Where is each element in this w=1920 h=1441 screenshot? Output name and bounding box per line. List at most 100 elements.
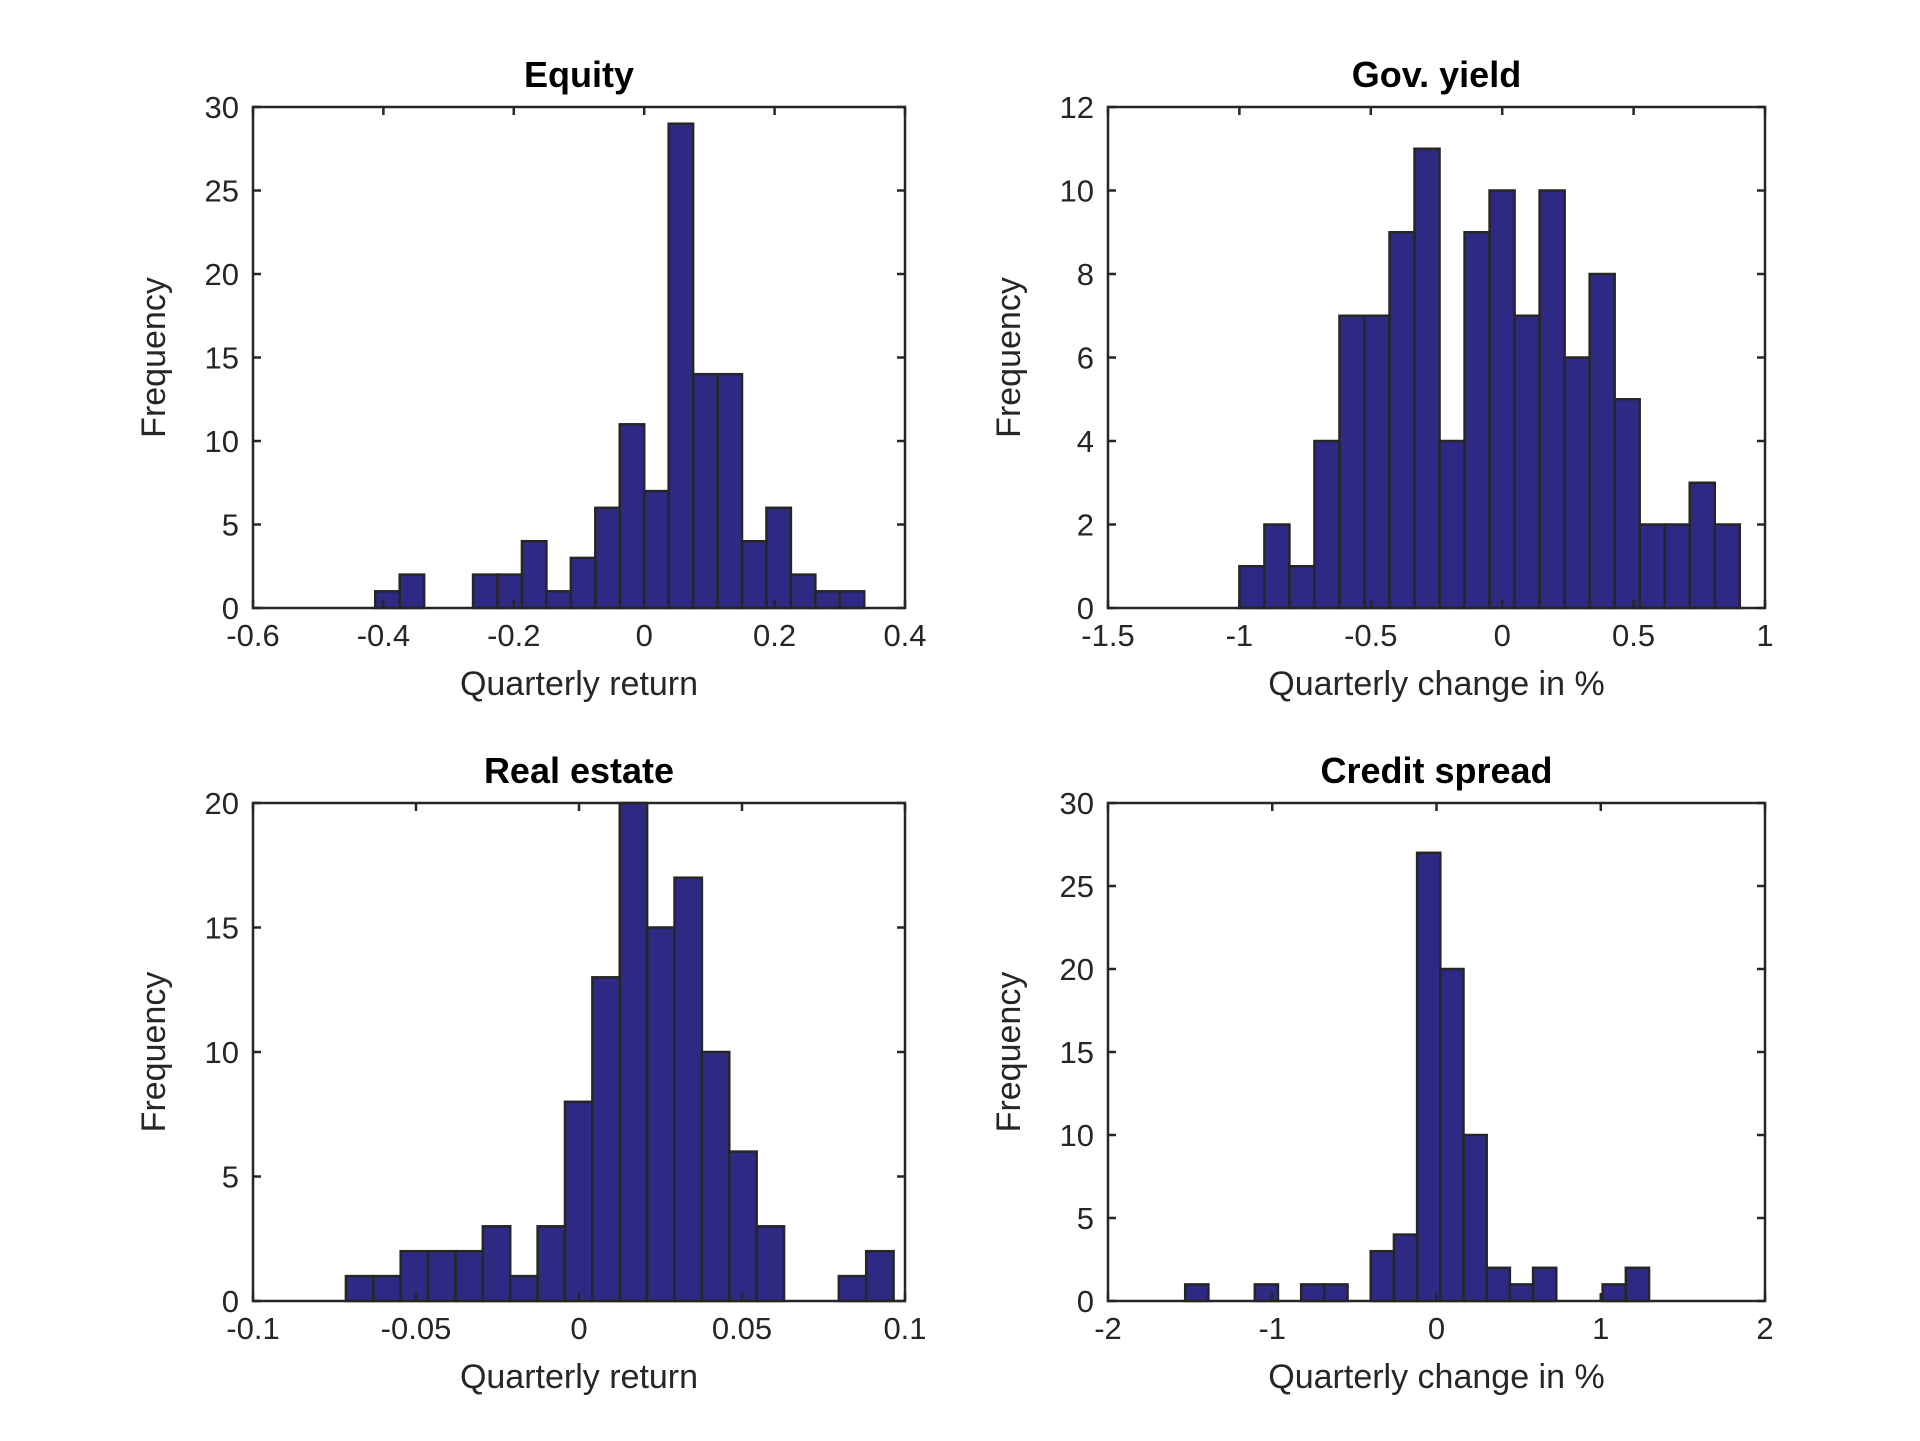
chart-title: Equity bbox=[524, 54, 634, 95]
histogram-bar bbox=[1462, 1133, 1488, 1303]
histogram-bar bbox=[1588, 272, 1616, 610]
histogram-bar bbox=[1363, 314, 1391, 610]
histogram-bar bbox=[716, 372, 744, 610]
histogram-bar bbox=[471, 573, 499, 610]
histogram-bar bbox=[1485, 1266, 1512, 1303]
histogram-bar bbox=[545, 590, 573, 610]
histogram-bar bbox=[1313, 439, 1341, 610]
y-tick-label: 20 bbox=[205, 786, 239, 821]
x-tick-label: 0.05 bbox=[712, 1311, 772, 1346]
histogram-bar bbox=[1263, 523, 1291, 610]
histogram-bar bbox=[594, 506, 621, 610]
y-tick-label: 15 bbox=[1060, 1035, 1094, 1070]
x-tick-label: -0.6 bbox=[226, 618, 279, 653]
histogram-bar bbox=[454, 1249, 485, 1303]
histogram-bar bbox=[700, 1050, 731, 1303]
x-tick-label: 1 bbox=[1592, 1311, 1609, 1346]
y-axis-label: Frequency bbox=[990, 277, 1028, 438]
chart-title: Credit spread bbox=[1320, 750, 1552, 791]
chart-title: Gov. yield bbox=[1352, 54, 1521, 95]
y-tick-label: 25 bbox=[1060, 869, 1094, 904]
histogram-bar bbox=[667, 122, 695, 610]
chart-panel: -0.6 -0.4 -0.2 0 0.2 0.4 0 5 10 15 20 25 30 Equity Qua… bbox=[135, 54, 927, 703]
histogram-bar bbox=[691, 372, 719, 610]
x-tick-label: 0 bbox=[1428, 1311, 1445, 1346]
x-tick-label: -0.05 bbox=[381, 1311, 452, 1346]
y-tick-label: 2 bbox=[1077, 508, 1094, 543]
x-tick-label: 2 bbox=[1756, 1311, 1773, 1346]
histogram-bar bbox=[344, 1274, 375, 1303]
x-tick-label: 1 bbox=[1756, 618, 1773, 653]
histogram-bar bbox=[536, 1225, 567, 1303]
histogram-bar bbox=[1415, 851, 1442, 1303]
x-tick-label: -0.1 bbox=[226, 1311, 279, 1346]
histogram-bar bbox=[374, 590, 401, 610]
histogram-bar bbox=[1638, 523, 1666, 610]
histogram-bar bbox=[1508, 1283, 1535, 1303]
y-axis-label: Frequency bbox=[135, 277, 173, 438]
histogram-bar bbox=[1488, 189, 1516, 610]
y-tick-label: 5 bbox=[222, 508, 239, 543]
histogram-bar bbox=[591, 976, 622, 1303]
x-tick-label: 0 bbox=[570, 1311, 587, 1346]
y-tick-label: 25 bbox=[205, 174, 239, 209]
y-tick-label: 0 bbox=[222, 591, 239, 626]
histogram-bar bbox=[618, 801, 649, 1303]
y-tick-label: 10 bbox=[1060, 174, 1094, 209]
chart-title: Real estate bbox=[484, 750, 674, 791]
histogram-bar bbox=[789, 573, 817, 610]
y-tick-label: 8 bbox=[1077, 257, 1094, 292]
histogram-bar bbox=[569, 556, 597, 610]
histogram-bar bbox=[1601, 1283, 1628, 1303]
histogram-bar bbox=[1688, 481, 1717, 610]
y-tick-label: 30 bbox=[1060, 786, 1094, 821]
x-tick-label: 0 bbox=[636, 618, 653, 653]
histogram-bar bbox=[1388, 231, 1416, 610]
histogram-bar bbox=[1563, 356, 1591, 610]
x-tick-label: -0.4 bbox=[357, 618, 410, 653]
x-tick-label: -1 bbox=[1258, 1311, 1286, 1346]
histogram-bar bbox=[1438, 439, 1466, 610]
x-axis-label: Quarterly return bbox=[460, 1358, 698, 1396]
y-tick-label: 20 bbox=[205, 257, 239, 292]
x-tick-label: -1.5 bbox=[1081, 618, 1134, 653]
histogram-bar bbox=[1663, 523, 1691, 610]
y-tick-label: 4 bbox=[1077, 424, 1094, 459]
y-tick-label: 0 bbox=[1077, 1284, 1094, 1319]
histogram-bar bbox=[1299, 1283, 1326, 1303]
y-tick-label: 20 bbox=[1060, 952, 1094, 987]
y-tick-label: 10 bbox=[1060, 1118, 1094, 1153]
y-tick-label: 15 bbox=[205, 911, 239, 946]
histogram-bar bbox=[673, 876, 704, 1303]
x-tick-label: 0.2 bbox=[753, 618, 796, 653]
histogram-bar bbox=[728, 1150, 758, 1303]
x-tick-label: -0.5 bbox=[1344, 618, 1397, 653]
histogram-bar bbox=[372, 1274, 402, 1303]
x-tick-label: 0.1 bbox=[883, 1311, 926, 1346]
chart-panel: -0.1 -0.05 0 0.05 0.1 0 5 10 15 20 Real estate Quar… bbox=[135, 750, 927, 1396]
histogram-bar bbox=[1392, 1233, 1419, 1303]
histogram-bar bbox=[765, 506, 793, 610]
y-axis-label: Frequency bbox=[990, 972, 1028, 1133]
histogram-bar bbox=[1413, 147, 1441, 610]
histogram-bar bbox=[508, 1274, 539, 1303]
histogram-bar bbox=[1183, 1283, 1210, 1303]
y-tick-label: 6 bbox=[1077, 341, 1094, 376]
histogram-bar bbox=[645, 926, 676, 1303]
histogram-bar bbox=[496, 573, 524, 610]
histogram-bar bbox=[563, 1100, 594, 1303]
histogram-bar bbox=[1538, 189, 1566, 610]
histogram-bar bbox=[1369, 1249, 1396, 1303]
histogram-bar bbox=[838, 590, 866, 610]
y-tick-label: 12 bbox=[1060, 90, 1094, 125]
histogram-bar bbox=[1338, 314, 1366, 610]
y-tick-label: 10 bbox=[205, 424, 239, 459]
x-tick-label: 0.4 bbox=[883, 618, 926, 653]
histogram-bar bbox=[618, 423, 646, 610]
x-tick-label: -0.2 bbox=[487, 618, 540, 653]
y-tick-label: 5 bbox=[1077, 1201, 1094, 1236]
histogram-bar bbox=[1624, 1266, 1651, 1303]
